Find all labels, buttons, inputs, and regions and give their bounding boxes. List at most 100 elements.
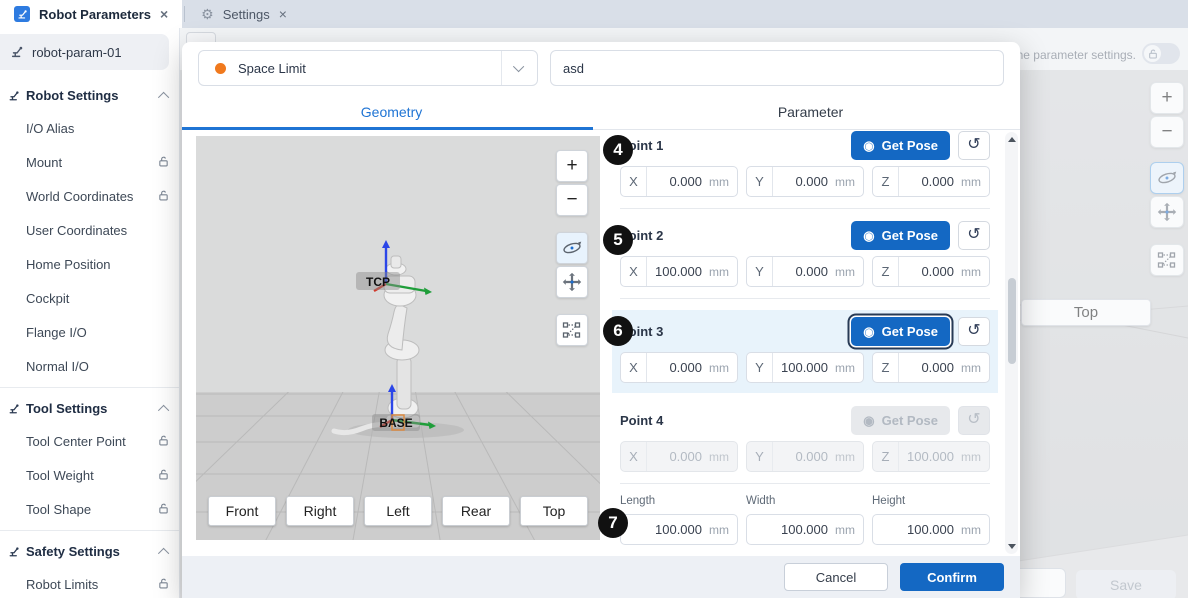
- sidebar-item-flange-io[interactable]: Flange I/O: [0, 316, 179, 350]
- limit-type-select[interactable]: Space Limit: [198, 50, 538, 86]
- section-label: Robot Settings: [26, 88, 119, 103]
- limit-type-value: Space Limit: [238, 60, 306, 76]
- measure-mode-button[interactable]: [556, 314, 588, 346]
- sidebar-section-robot-settings[interactable]: Robot Settings: [0, 78, 179, 112]
- point-3-section-highlighted: Point 3 ◉ Get Pose ↺ X 0.000 mm Y 100.000 mm …: [612, 310, 998, 393]
- space-limit-modal: Space Limit asd Geometry Parameter: [182, 42, 1020, 598]
- pan-mode-button[interactable]: [556, 266, 588, 298]
- save-button[interactable]: Save: [1076, 570, 1176, 598]
- z-coordinate-input[interactable]: Z 0.000 mm: [872, 166, 990, 197]
- coordinate-value: 100.000: [781, 360, 828, 375]
- chevron-down-icon: [512, 60, 524, 73]
- divider: [0, 530, 179, 531]
- sidebar-item-normal-io[interactable]: Normal I/O: [0, 350, 179, 384]
- x-coordinate-input[interactable]: X 0.000 mm: [620, 352, 738, 383]
- scroll-down-icon[interactable]: [1008, 544, 1016, 549]
- background-top-view-button[interactable]: Top: [1021, 299, 1151, 326]
- cancel-button[interactable]: Cancel: [784, 563, 888, 591]
- coordinate-value: 100.000: [907, 449, 954, 464]
- sidebar-item-mount[interactable]: Mount: [0, 146, 179, 180]
- robot-3d-viewport[interactable]: TCP BASE + −: [196, 136, 600, 540]
- modal-scrollbar[interactable]: [1005, 132, 1018, 554]
- annotation-marker-6: 6: [603, 316, 633, 346]
- view-left-button[interactable]: Left: [364, 496, 432, 526]
- unit-label: mm: [709, 174, 729, 189]
- item-label: Flange I/O: [26, 325, 87, 340]
- sidebar-item-tool-weight[interactable]: Tool Weight: [0, 459, 179, 493]
- sidebar-item-home-position[interactable]: Home Position: [0, 248, 179, 282]
- sidebar-item-user-coordinates[interactable]: User Coordinates: [0, 214, 179, 248]
- annotation-marker-5: 5: [603, 225, 633, 255]
- viewport-controls: + −: [556, 150, 588, 346]
- measure-mode-button[interactable]: [1150, 244, 1184, 276]
- y-coordinate-input[interactable]: Y 0.000 mm: [746, 166, 864, 197]
- reset-pose-button[interactable]: ↺: [958, 316, 990, 346]
- tab-label: Robot Parameters: [39, 6, 151, 22]
- get-pose-button[interactable]: ◉ Get Pose: [851, 316, 950, 346]
- width-input[interactable]: 100.000 mm: [746, 514, 864, 545]
- tab-parameter[interactable]: Parameter: [777, 103, 844, 120]
- unit-label: mm: [709, 264, 729, 279]
- z-coordinate-input[interactable]: Z 0.000 mm: [872, 256, 990, 287]
- reset-icon: ↺: [967, 136, 981, 153]
- reset-pose-button[interactable]: ↺: [958, 130, 990, 160]
- get-pose-button[interactable]: ◉ Get Pose: [851, 130, 950, 160]
- item-label: Home Position: [26, 257, 111, 272]
- spacer: [556, 218, 588, 230]
- sidebar-item-tool-shape[interactable]: Tool Shape: [0, 493, 179, 527]
- orbit-icon: [563, 241, 582, 254]
- get-pose-button[interactable]: ◉ Get Pose: [851, 220, 950, 250]
- profile-item[interactable]: robot-param-01: [0, 34, 169, 70]
- sidebar-section-safety-settings[interactable]: Safety Settings: [0, 534, 179, 568]
- reset-pose-button[interactable]: ↺: [958, 220, 990, 250]
- divider: [620, 208, 990, 209]
- robot-3d-scene: TCP BASE: [196, 136, 600, 540]
- reset-pose-button-disabled: ↺: [958, 405, 990, 435]
- sidebar-item-io-alias[interactable]: I/O Alias: [0, 112, 179, 146]
- x-coordinate-input[interactable]: X 0.000 mm: [620, 166, 738, 197]
- sidebar-item-robot-limits[interactable]: Robot Limits: [0, 568, 179, 598]
- lock-toggle[interactable]: [1142, 43, 1180, 64]
- zoom-out-button[interactable]: −: [1150, 116, 1184, 148]
- profile-name: robot-param-01: [32, 44, 122, 60]
- scroll-up-icon[interactable]: [1008, 137, 1016, 142]
- sidebar-item-cockpit[interactable]: Cockpit: [0, 282, 179, 316]
- view-front-button[interactable]: Front: [208, 496, 276, 526]
- scrollbar-thumb[interactable]: [1007, 278, 1016, 364]
- coordinate-value: 0.000: [795, 174, 828, 189]
- view-rear-button[interactable]: Rear: [442, 496, 510, 526]
- unit-label: mm: [961, 449, 981, 464]
- view-top-button[interactable]: Top: [520, 496, 588, 526]
- sidebar-item-world-coordinates[interactable]: World Coordinates: [0, 180, 179, 214]
- sidebar: robot-param-01 Robot Settings I/O Alias …: [0, 28, 180, 598]
- chevron-up-icon: [157, 547, 170, 559]
- close-icon[interactable]: ×: [278, 6, 287, 22]
- confirm-button[interactable]: Confirm: [900, 563, 1004, 591]
- divider: [0, 387, 179, 388]
- orbit-mode-button[interactable]: [1150, 162, 1184, 194]
- y-coordinate-input[interactable]: Y 0.000 mm: [746, 256, 864, 287]
- get-pose-label: Get Pose: [881, 227, 938, 243]
- tab-settings[interactable]: ⚙ Settings ×: [187, 0, 301, 28]
- zoom-in-button[interactable]: +: [556, 150, 588, 182]
- orbit-mode-button[interactable]: [556, 232, 588, 264]
- unit-label: mm: [835, 174, 855, 189]
- sidebar-item-tool-center-point[interactable]: Tool Center Point: [0, 425, 179, 459]
- unit-label: mm: [961, 360, 981, 375]
- y-coordinate-input[interactable]: Y 100.000 mm: [746, 352, 864, 383]
- tab-geometry[interactable]: Geometry: [360, 103, 423, 120]
- zoom-in-button[interactable]: +: [1150, 82, 1184, 114]
- zoom-out-button[interactable]: −: [556, 184, 588, 216]
- pan-mode-button[interactable]: [1150, 196, 1184, 228]
- target-icon: ◉: [863, 323, 875, 339]
- close-icon[interactable]: ×: [159, 6, 169, 22]
- length-input[interactable]: 100.000 mm: [620, 514, 738, 545]
- sidebar-section-tool-settings[interactable]: Tool Settings: [0, 391, 179, 425]
- point-2-section: Point 2 ◉ Get Pose ↺ X 100.000 mm Y 0.000 mm …: [620, 220, 990, 287]
- limit-name-input[interactable]: asd: [550, 50, 1004, 86]
- tab-robot-parameters[interactable]: Robot Parameters ×: [0, 0, 183, 28]
- x-coordinate-input[interactable]: X 100.000 mm: [620, 256, 738, 287]
- z-coordinate-input[interactable]: Z 0.000 mm: [872, 352, 990, 383]
- height-input[interactable]: 100.000 mm: [872, 514, 990, 545]
- view-right-button[interactable]: Right: [286, 496, 354, 526]
